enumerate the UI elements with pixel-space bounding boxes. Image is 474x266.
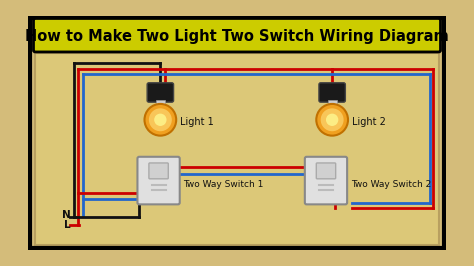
FancyBboxPatch shape: [34, 18, 440, 52]
Circle shape: [321, 108, 344, 131]
FancyBboxPatch shape: [319, 83, 346, 102]
Circle shape: [145, 104, 176, 136]
Circle shape: [149, 108, 172, 131]
FancyBboxPatch shape: [305, 157, 347, 204]
Bar: [35, 53, 439, 245]
Text: Light 1: Light 1: [180, 117, 213, 127]
FancyBboxPatch shape: [137, 157, 180, 204]
Text: L: L: [64, 220, 71, 230]
Text: Light 2: Light 2: [352, 117, 385, 127]
Circle shape: [154, 114, 166, 126]
Text: How to Make Two Light Two Switch Wiring Diagram: How to Make Two Light Two Switch Wiring …: [25, 30, 449, 44]
FancyBboxPatch shape: [149, 163, 168, 179]
Text: Two Way Switch 1: Two Way Switch 1: [183, 180, 264, 189]
Circle shape: [326, 114, 338, 126]
Circle shape: [316, 104, 348, 136]
FancyBboxPatch shape: [147, 83, 173, 102]
Text: Two Way Switch 2: Two Way Switch 2: [351, 180, 431, 189]
FancyBboxPatch shape: [316, 163, 336, 179]
Bar: [328, 99, 337, 107]
Text: N: N: [62, 210, 71, 220]
Bar: [156, 99, 165, 107]
